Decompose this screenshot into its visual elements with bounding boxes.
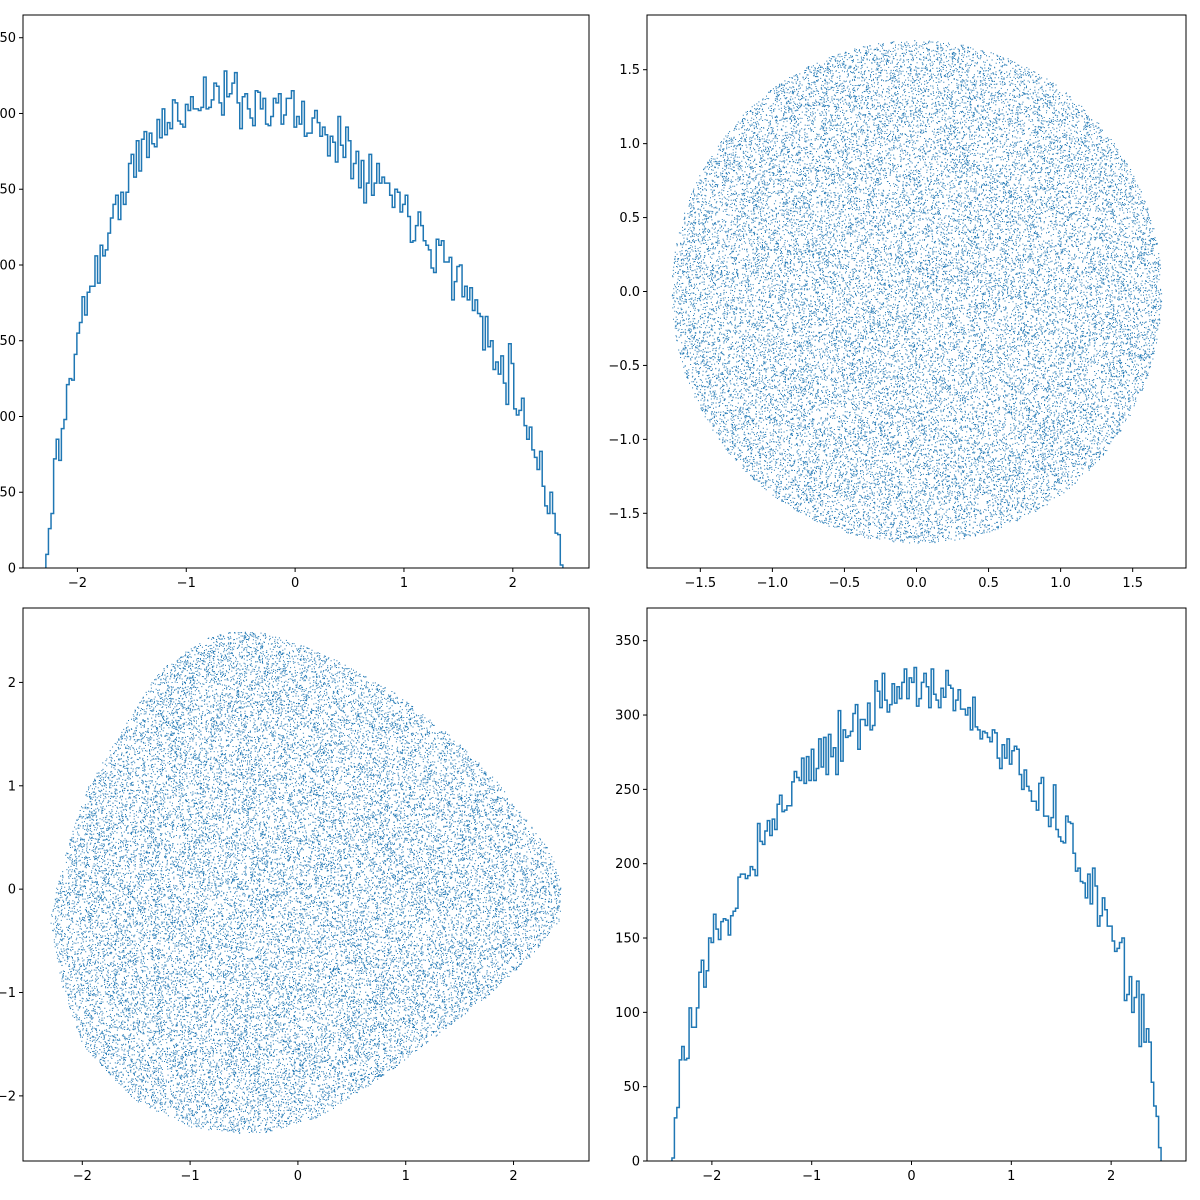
y-tick-label: 250 bbox=[0, 183, 16, 198]
y-tick-label: 300 bbox=[0, 107, 16, 122]
x-tick-label: 0 bbox=[907, 1169, 915, 1184]
y-tick-label: −1.5 bbox=[608, 507, 640, 522]
x-tick-label: 1.5 bbox=[1122, 576, 1143, 591]
y-tick-label: −2 bbox=[0, 1089, 16, 1104]
x-tick-label: −1 bbox=[181, 1169, 200, 1184]
x-tick-label: −1 bbox=[177, 576, 196, 591]
x-tick-label: 0 bbox=[291, 576, 299, 591]
x-tick-label: −1.0 bbox=[757, 576, 789, 591]
plot-area bbox=[50, 631, 562, 1134]
y-tick-label: −1 bbox=[0, 986, 16, 1001]
histogram-step-line bbox=[45, 70, 564, 568]
y-tick-label: 1.0 bbox=[619, 137, 640, 152]
y-tick-label: 2 bbox=[8, 676, 16, 691]
y-tick-label: 250 bbox=[615, 783, 640, 798]
y-tick-label: 50 bbox=[623, 1080, 640, 1095]
y-tick-label: 350 bbox=[615, 634, 640, 649]
x-tick-label: −2 bbox=[73, 1169, 92, 1184]
subplot-top-right: −1.5 −1.0 −0.5 0.0 0.5 1.0 1.5 −1.5 −1.0 −0.5 0.0 0… bbox=[608, 14, 1187, 591]
x-tick-label: 0 bbox=[294, 1169, 302, 1184]
subplot-top-left: −2 −1 0 1 2 0 50 100 150 200 250 300 350 bbox=[0, 14, 590, 591]
subplot-bottom-right: −2 −1 0 1 2 0 50 100 150 200 250 300 350 bbox=[615, 607, 1187, 1184]
y-tick-label: 350 bbox=[0, 31, 16, 46]
axes-frame bbox=[646, 607, 1187, 1162]
x-tick-label: −2 bbox=[68, 576, 87, 591]
y-tick-label: 100 bbox=[615, 1006, 640, 1021]
x-tick-label: −1.5 bbox=[685, 576, 717, 591]
y-tick-label: 100 bbox=[0, 410, 16, 425]
y-tick-label: 200 bbox=[0, 258, 16, 273]
x-tick-label: 0.5 bbox=[978, 576, 999, 591]
x-tick-label: 1.0 bbox=[1050, 576, 1071, 591]
y-tick-label: 200 bbox=[615, 857, 640, 872]
x-tick-label: 1 bbox=[400, 576, 408, 591]
y-tick-label: 0.5 bbox=[619, 211, 640, 226]
axes-frame bbox=[22, 14, 590, 569]
histogram-step-line bbox=[671, 666, 1162, 1161]
y-tick-label: 50 bbox=[0, 486, 16, 501]
y-tick-label: 0 bbox=[8, 883, 16, 898]
x-tick-label: 0.0 bbox=[906, 576, 927, 591]
x-tick-label: −1 bbox=[802, 1169, 821, 1184]
scatter-points bbox=[50, 631, 562, 1134]
plot-area bbox=[45, 70, 564, 568]
subplot-bottom-left: −2 −1 0 1 2 −2 −1 0 1 2 bbox=[0, 607, 590, 1184]
y-tick-label: 0 bbox=[632, 1155, 640, 1170]
scatter-points bbox=[671, 40, 1163, 544]
x-tick-label: 2 bbox=[509, 576, 517, 591]
y-tick-label: 1.5 bbox=[619, 63, 640, 78]
x-tick-label: 2 bbox=[509, 1169, 517, 1184]
x-tick-label: −0.5 bbox=[829, 576, 861, 591]
x-tick-label: −2 bbox=[702, 1169, 721, 1184]
axes-frame bbox=[22, 607, 590, 1162]
y-tick-label: −0.5 bbox=[608, 359, 640, 374]
y-tick-label: 150 bbox=[615, 932, 640, 947]
y-tick-label: −1.0 bbox=[608, 433, 640, 448]
y-tick-label: 300 bbox=[615, 709, 640, 724]
y-tick-label: 0.0 bbox=[619, 285, 640, 300]
x-tick-label: 2 bbox=[1107, 1169, 1115, 1184]
plot-area bbox=[671, 666, 1162, 1161]
y-tick-label: 1 bbox=[8, 779, 16, 794]
plot-area bbox=[671, 40, 1163, 544]
x-tick-label: 1 bbox=[402, 1169, 410, 1184]
y-tick-label: 150 bbox=[0, 334, 16, 349]
x-tick-label: 1 bbox=[1007, 1169, 1015, 1184]
y-tick-label: 0 bbox=[8, 562, 16, 577]
